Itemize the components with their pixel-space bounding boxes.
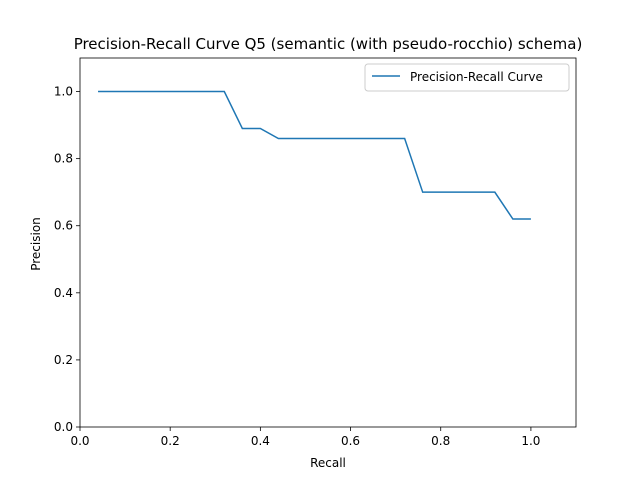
y-tick-label: 0.4 (54, 286, 73, 300)
x-axis-ticks: 0.0 0.2 0.4 0.6 0.8 1.0 (70, 427, 540, 448)
x-tick-label: 0.4 (251, 434, 270, 448)
x-tick-label: 0.2 (161, 434, 180, 448)
y-tick-label: 0.6 (54, 219, 73, 233)
y-tick-label: 1.0 (54, 85, 73, 99)
x-tick-label: 0.8 (431, 434, 450, 448)
series-line-precision-recall (98, 90, 531, 220)
y-tick-label: 0.8 (54, 152, 73, 166)
x-axis-label: Recall (310, 456, 346, 470)
y-tick-label: 0.0 (54, 420, 73, 434)
legend-label: Precision-Recall Curve (410, 70, 543, 84)
y-axis-label: Precision (29, 217, 43, 271)
legend-frame (364, 63, 570, 92)
x-tick-label: 0.0 (70, 434, 89, 448)
x-tick-label: 0.6 (341, 434, 360, 448)
x-tick-label: 1.0 (521, 434, 540, 448)
y-axis-ticks: 0.0 0.2 0.4 0.6 0.8 1.0 (54, 85, 80, 434)
y-tick-label: 0.2 (54, 353, 73, 367)
legend: Precision-Recall Curve (364, 63, 570, 92)
chart-title: Precision-Recall Curve Q5 (semantic (wit… (74, 35, 583, 53)
plot-area (79, 57, 577, 428)
axes-frame (79, 57, 577, 428)
